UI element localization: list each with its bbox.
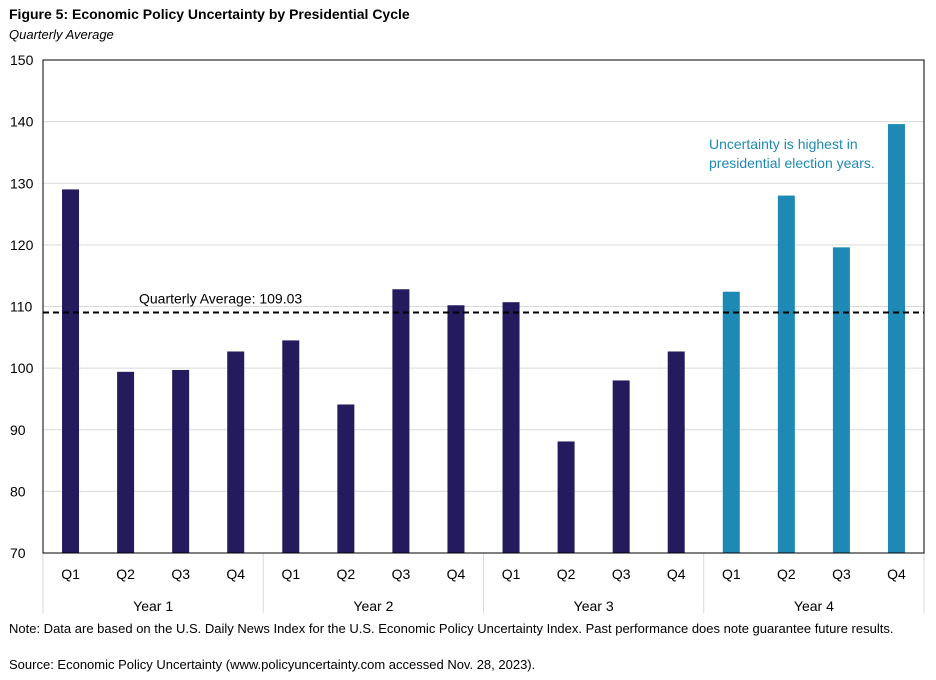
x-tick-label: Q4 bbox=[667, 566, 686, 582]
y-tick-label: 90 bbox=[10, 422, 26, 438]
x-tick-label: Q2 bbox=[777, 566, 796, 582]
bar bbox=[227, 351, 245, 553]
bar bbox=[887, 124, 905, 553]
chart-source: Source: Economic Policy Uncertainty (www… bbox=[9, 657, 536, 672]
x-group-label: Year 3 bbox=[574, 598, 614, 614]
y-tick-label: 70 bbox=[10, 545, 26, 561]
y-tick-label: 110 bbox=[10, 299, 33, 315]
bar bbox=[117, 371, 135, 553]
x-tick-label: Q4 bbox=[447, 566, 466, 582]
y-tick-label: 140 bbox=[10, 114, 34, 130]
x-tick-label: Q1 bbox=[502, 566, 521, 582]
y-tick-label: 120 bbox=[10, 237, 34, 253]
bar bbox=[667, 351, 685, 553]
reference-line-group: Quarterly Average: 109.03 bbox=[43, 290, 924, 314]
x-group-label: Year 4 bbox=[794, 598, 834, 614]
bar bbox=[392, 289, 410, 553]
annotation-text: Uncertainty is highest in bbox=[709, 136, 858, 152]
bar bbox=[62, 189, 80, 553]
bar bbox=[447, 305, 465, 553]
gridlines bbox=[43, 121, 924, 492]
x-tick-label: Q2 bbox=[116, 566, 135, 582]
plot-frame bbox=[42, 59, 925, 554]
chart-title: Figure 5: Economic Policy Uncertainty by… bbox=[9, 6, 410, 22]
bars bbox=[62, 124, 905, 553]
bar bbox=[337, 404, 355, 553]
annotation-group: Uncertainty is highest in presidential el… bbox=[709, 136, 875, 171]
y-tick-label: 80 bbox=[10, 483, 26, 499]
x-tick-label: Q1 bbox=[722, 566, 741, 582]
y-tick-label: 100 bbox=[10, 360, 34, 376]
chart-subtitle: Quarterly Average bbox=[9, 27, 114, 42]
bar bbox=[282, 340, 300, 553]
bar bbox=[502, 302, 520, 553]
chart-note: Note: Data are based on the U.S. Daily N… bbox=[9, 621, 894, 636]
x-tick-label: Q4 bbox=[226, 566, 245, 582]
bar bbox=[777, 195, 795, 553]
x-tick-label: Q4 bbox=[887, 566, 906, 582]
x-tick-label: Q3 bbox=[832, 566, 851, 582]
annotation-text: presidential election years. bbox=[709, 155, 875, 171]
x-tick-label: Q2 bbox=[337, 566, 356, 582]
x-tick-label: Q3 bbox=[612, 566, 631, 582]
x-tick-label: Q1 bbox=[61, 566, 80, 582]
bar bbox=[832, 247, 850, 553]
bar bbox=[612, 380, 630, 553]
reference-line-label: Quarterly Average: 109.03 bbox=[139, 290, 302, 306]
y-tick-label: 150 bbox=[10, 52, 34, 68]
x-group-label: Year 2 bbox=[353, 598, 393, 614]
x-axis: Q1 Q2 Q3 Q4 Year 1 Q1 Q2 Q3 Q4 Year 2 Q1 Q2 Q3 Q4 Year… bbox=[42, 553, 925, 614]
y-axis: 70 80 90 100 110 120 130 140 150 bbox=[10, 52, 34, 561]
x-tick-label: Q2 bbox=[557, 566, 576, 582]
x-tick-label: Q1 bbox=[281, 566, 300, 582]
x-group-label: Year 1 bbox=[133, 598, 173, 614]
y-tick-label: 130 bbox=[10, 175, 34, 191]
x-tick-label: Q3 bbox=[392, 566, 411, 582]
bar bbox=[172, 369, 190, 553]
x-tick-label: Q3 bbox=[171, 566, 190, 582]
bar-chart: 70 80 90 100 110 120 130 140 150 Quarterly Avera… bbox=[10, 52, 925, 614]
bar bbox=[557, 441, 575, 553]
bar bbox=[722, 291, 740, 553]
